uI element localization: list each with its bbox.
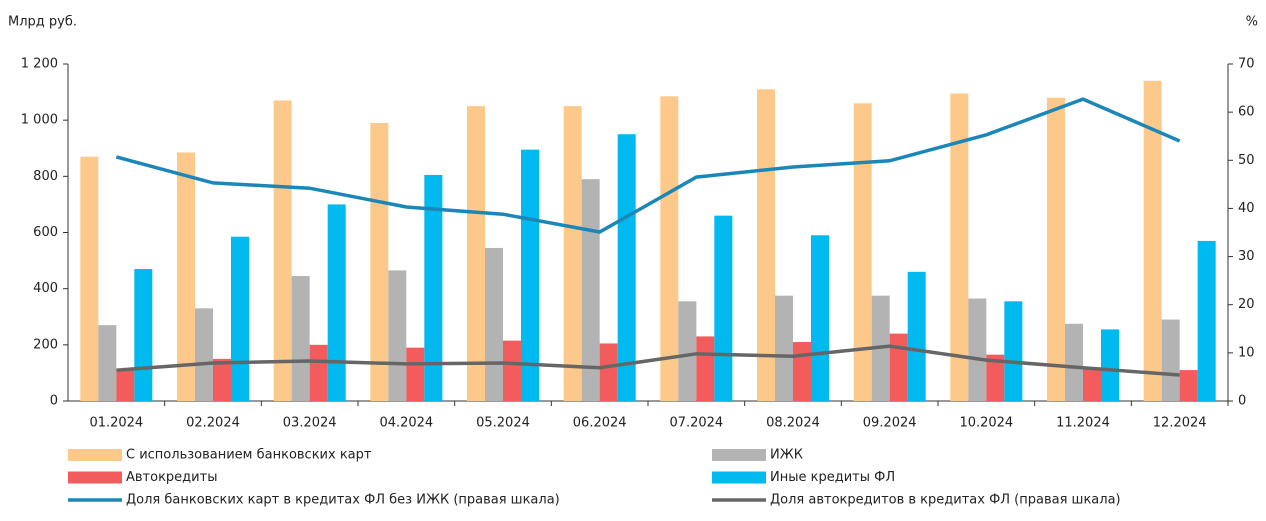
bar: [1004, 301, 1023, 401]
bar: [907, 271, 926, 401]
x-tick-label: 11.2024: [1056, 416, 1110, 431]
legend-swatch: [68, 471, 122, 484]
x-tick-label: 10.2024: [959, 416, 1013, 431]
bar: [1197, 240, 1216, 401]
bar: [291, 276, 310, 401]
bar: [660, 96, 679, 401]
legend-label: ИЖК: [770, 448, 803, 463]
x-tick-label: 03.2024: [283, 416, 337, 431]
bar: [617, 134, 636, 402]
y2-tick-label: 60: [1238, 105, 1255, 120]
x-tick-label: 01.2024: [89, 416, 143, 431]
bar: [1083, 367, 1101, 401]
line: [116, 344, 1180, 377]
bar: [775, 295, 793, 401]
x-tick-label: 12.2024: [1153, 416, 1207, 431]
bar: [195, 308, 213, 401]
y2-tick-label: 50: [1238, 153, 1255, 168]
bar: [467, 106, 485, 401]
legend-swatch: [712, 471, 766, 484]
bar: [950, 93, 969, 402]
y-tick-label: 0: [50, 394, 58, 409]
line: [115, 97, 1181, 234]
bar: [1047, 97, 1065, 401]
bar: [563, 106, 582, 401]
bar: [714, 215, 733, 401]
legend-swatch: [712, 449, 766, 461]
legend-label: Автокредиты: [126, 470, 217, 485]
bar: [1101, 329, 1119, 401]
x-tick-label: 04.2024: [379, 416, 433, 431]
legend-label: С использованием банковских карт: [126, 448, 372, 463]
bar: [273, 100, 292, 401]
x-tick-label: 07.2024: [669, 416, 723, 431]
bar: [177, 152, 195, 401]
bar: [521, 149, 539, 401]
bar: [503, 340, 521, 401]
bar: [134, 269, 153, 401]
y-tick-label: 600: [33, 225, 58, 240]
bar: [231, 236, 249, 401]
y2-tick-label: 30: [1238, 249, 1255, 264]
x-tick-label: 02.2024: [186, 416, 240, 431]
bar: [853, 103, 872, 402]
y2-axis-title: %: [1246, 15, 1258, 30]
x-tick-label: 05.2024: [476, 416, 530, 431]
x-tick-label: 08.2024: [766, 416, 820, 431]
x-tick-label: 06.2024: [573, 416, 627, 431]
bar: [388, 270, 407, 401]
bar: [581, 179, 600, 401]
bar: [424, 174, 443, 401]
bar: [485, 247, 503, 401]
y-tick-label: 1 000: [21, 113, 58, 128]
bar: [968, 298, 987, 401]
legend-label: Доля банковских карт в кредитах ФЛ без И…: [126, 493, 560, 508]
bar: [1065, 323, 1083, 401]
bar: [793, 342, 811, 401]
y2-tick-label: 0: [1238, 394, 1246, 409]
legend-label: Иные кредиты ФЛ: [770, 470, 895, 485]
bar: [986, 354, 1005, 401]
bar: [116, 370, 135, 401]
y2-tick-label: 40: [1238, 201, 1255, 216]
bar: [1161, 319, 1180, 401]
bar: [757, 89, 775, 402]
bar: [80, 156, 99, 401]
bar: [678, 301, 697, 401]
x-tick-label: 09.2024: [863, 416, 917, 431]
bar: [327, 204, 346, 401]
bar: [213, 358, 231, 401]
y-tick-label: 800: [33, 169, 58, 184]
bar: [309, 344, 328, 401]
y2-tick-label: 70: [1238, 57, 1255, 72]
bar: [889, 333, 908, 401]
bar: [370, 122, 389, 401]
bar: [406, 347, 425, 401]
legend-label: Доля автокредитов в кредитах ФЛ (правая …: [770, 493, 1121, 508]
legend-swatch: [68, 449, 122, 461]
y-axis-title: Млрд руб.: [8, 15, 77, 30]
y-tick-label: 200: [33, 337, 58, 352]
bar: [98, 325, 117, 401]
y-tick-label: 1 200: [21, 57, 58, 72]
bar: [811, 235, 829, 401]
bar: [1143, 80, 1162, 401]
y2-tick-label: 20: [1238, 297, 1255, 312]
bar: [696, 336, 715, 401]
bar: [599, 343, 618, 401]
y-tick-label: 400: [33, 281, 58, 296]
y2-tick-label: 10: [1238, 345, 1255, 360]
bar: [1179, 370, 1198, 401]
